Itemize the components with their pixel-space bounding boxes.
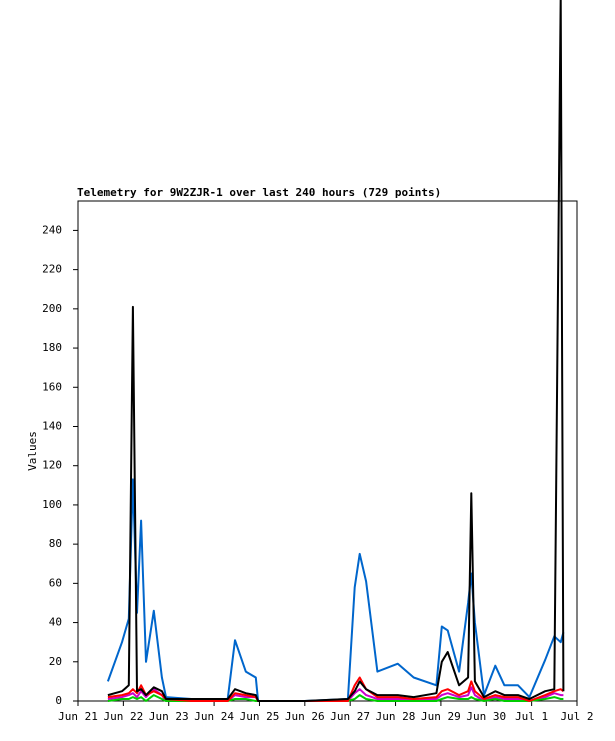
series-line bbox=[107, 0, 565, 702]
y-tick-label: 180 bbox=[42, 341, 62, 354]
y-tick-label: 60 bbox=[49, 576, 62, 589]
series-line bbox=[106, 478, 565, 702]
x-tick-label: Jun 28 bbox=[376, 710, 416, 723]
x-tick-label: Jul 2 bbox=[560, 710, 593, 723]
x-tick-label: Jun 24 bbox=[194, 710, 234, 723]
y-tick-label: 0 bbox=[55, 694, 62, 707]
y-tick-label: 20 bbox=[49, 655, 62, 668]
y-tick-label: 200 bbox=[42, 302, 62, 315]
y-tick-label: 140 bbox=[42, 419, 62, 432]
x-tick-label: Jun 30 bbox=[466, 710, 506, 723]
x-tick-label: Jun 27 bbox=[330, 710, 370, 723]
y-tick-label: 220 bbox=[42, 263, 62, 276]
y-tick-label: 160 bbox=[42, 380, 62, 393]
y-axis-label: Values bbox=[26, 431, 39, 471]
x-tick-label: Jun 22 bbox=[103, 710, 143, 723]
y-tick-label: 80 bbox=[49, 537, 62, 550]
y-tick-label: 240 bbox=[42, 223, 62, 236]
series-line bbox=[107, 694, 564, 702]
y-tick-label: 120 bbox=[42, 459, 62, 472]
series-line bbox=[107, 676, 564, 702]
x-tick-label: Jul 1 bbox=[515, 710, 548, 723]
x-tick-label: Jun 29 bbox=[421, 710, 461, 723]
y-tick-label: 40 bbox=[49, 616, 62, 629]
y-tick-label: 100 bbox=[42, 498, 62, 511]
chart-title: Telemetry for 9W2ZJR-1 over last 240 hou… bbox=[77, 186, 441, 199]
x-tick-label: Jun 26 bbox=[285, 710, 325, 723]
x-tick-label: Jun 23 bbox=[149, 710, 189, 723]
x-tick-label: Jun 21 bbox=[58, 710, 98, 723]
plot-frame bbox=[77, 200, 578, 702]
x-tick-label: Jun 25 bbox=[240, 710, 280, 723]
